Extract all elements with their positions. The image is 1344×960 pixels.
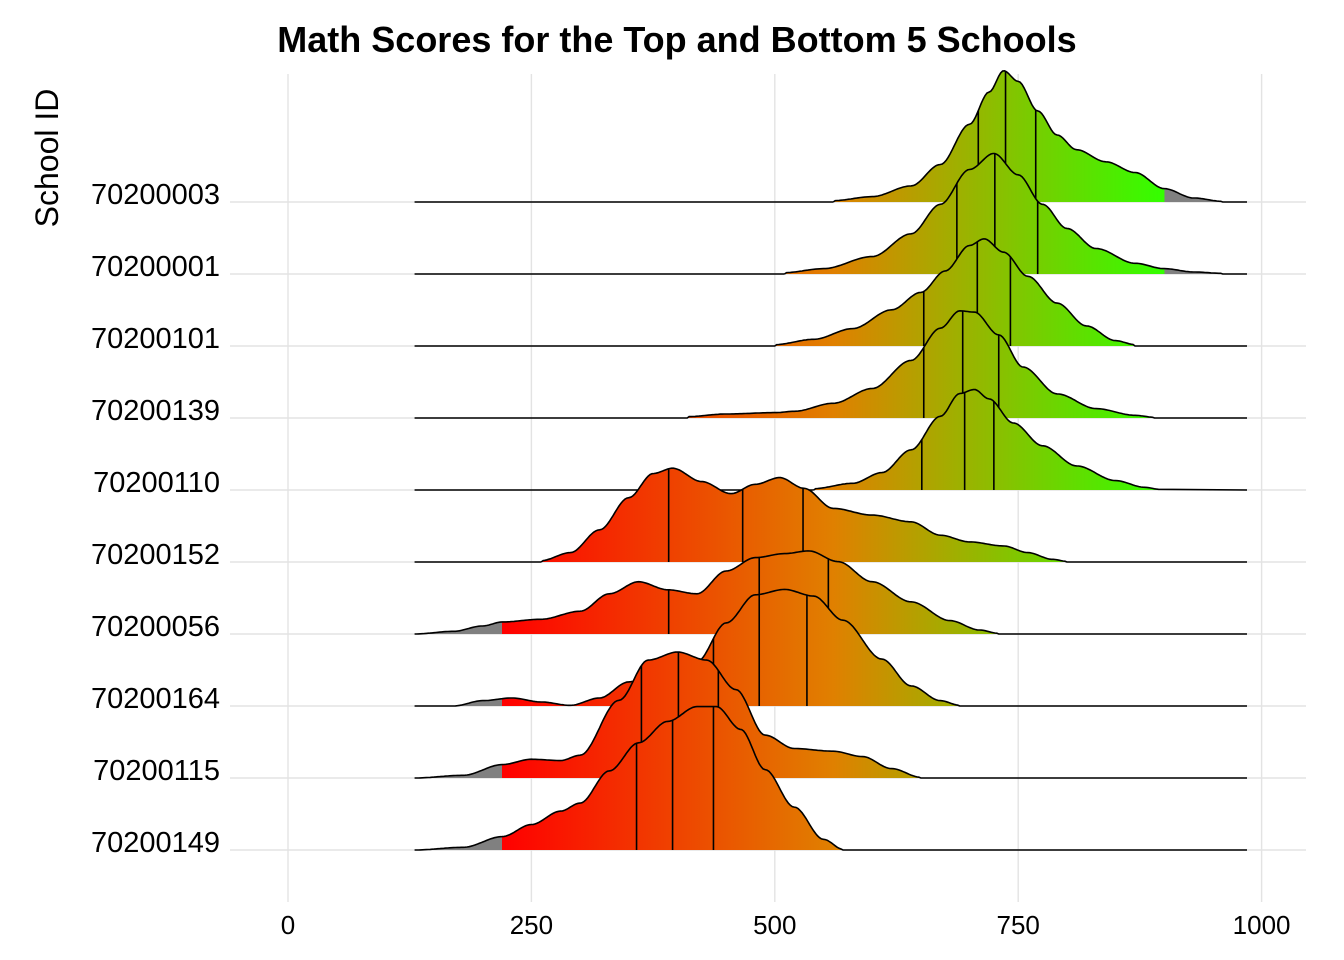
y-tick-label: 70200110 xyxy=(93,467,220,499)
ridge-fill xyxy=(687,310,1155,418)
ridge-outline xyxy=(414,238,1247,347)
x-tick-label: 750 xyxy=(997,910,1040,940)
ridge-70200139 xyxy=(414,309,1247,419)
ridge-outline xyxy=(414,467,1247,563)
x-tick-label: 250 xyxy=(510,910,553,940)
ridge-outline xyxy=(414,705,1247,851)
y-tick-label: 70200115 xyxy=(93,755,220,787)
ridge-70200149 xyxy=(414,705,1247,851)
axis-labels: 0 250 500 750 1000 70200003 70200001 70200101 70… xyxy=(91,179,1291,940)
y-tick-label: 70200003 xyxy=(91,179,220,211)
ridge-70200152 xyxy=(414,467,1247,563)
ridge-outline xyxy=(414,309,1247,419)
y-tick-label: 70200101 xyxy=(91,323,220,355)
ridge-70200101 xyxy=(414,238,1247,347)
ridge-fill xyxy=(414,589,960,706)
y-tick-label: 70200139 xyxy=(91,395,220,427)
ridge-outline xyxy=(414,651,1247,779)
y-tick-label: 70200164 xyxy=(91,683,220,715)
ridge-70200110 xyxy=(414,388,1248,491)
x-tick-label: 1000 xyxy=(1233,910,1291,940)
y-tick-label: 70200149 xyxy=(91,827,220,859)
ridge-fill xyxy=(414,706,843,850)
ridges xyxy=(414,69,1248,851)
chart-title: Math Scores for the Top and Bottom 5 Sch… xyxy=(277,19,1076,60)
x-tick-label: 500 xyxy=(753,910,796,940)
x-tick-label: 0 xyxy=(281,910,295,940)
ridge-outline xyxy=(414,550,1247,635)
ridge-fill xyxy=(541,468,1067,562)
ridge-outline xyxy=(414,152,1247,275)
ridge-fill xyxy=(813,389,1160,490)
y-tick-label: 70200001 xyxy=(91,251,220,283)
y-axis-label: School ID xyxy=(29,89,65,228)
ridge-70200003 xyxy=(414,69,1247,203)
ridge-fill xyxy=(774,238,1136,346)
ridge-fill xyxy=(414,652,921,778)
y-tick-label: 70200152 xyxy=(91,539,220,571)
ridge-fill xyxy=(833,70,1223,202)
ridge-outline xyxy=(414,69,1247,203)
ridge-outline xyxy=(414,388,1248,491)
y-tick-label: 70200056 xyxy=(91,611,220,643)
ridge-fill xyxy=(414,550,999,634)
